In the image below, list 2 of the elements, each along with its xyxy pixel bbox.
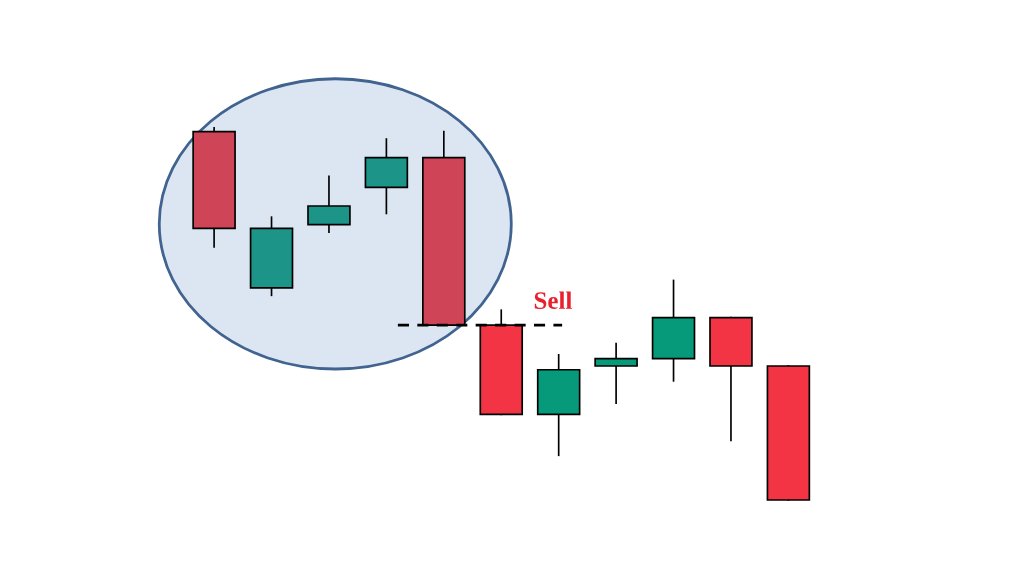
candlestick	[594, 342, 638, 405]
ref-line-label: Sell	[534, 291, 572, 310]
